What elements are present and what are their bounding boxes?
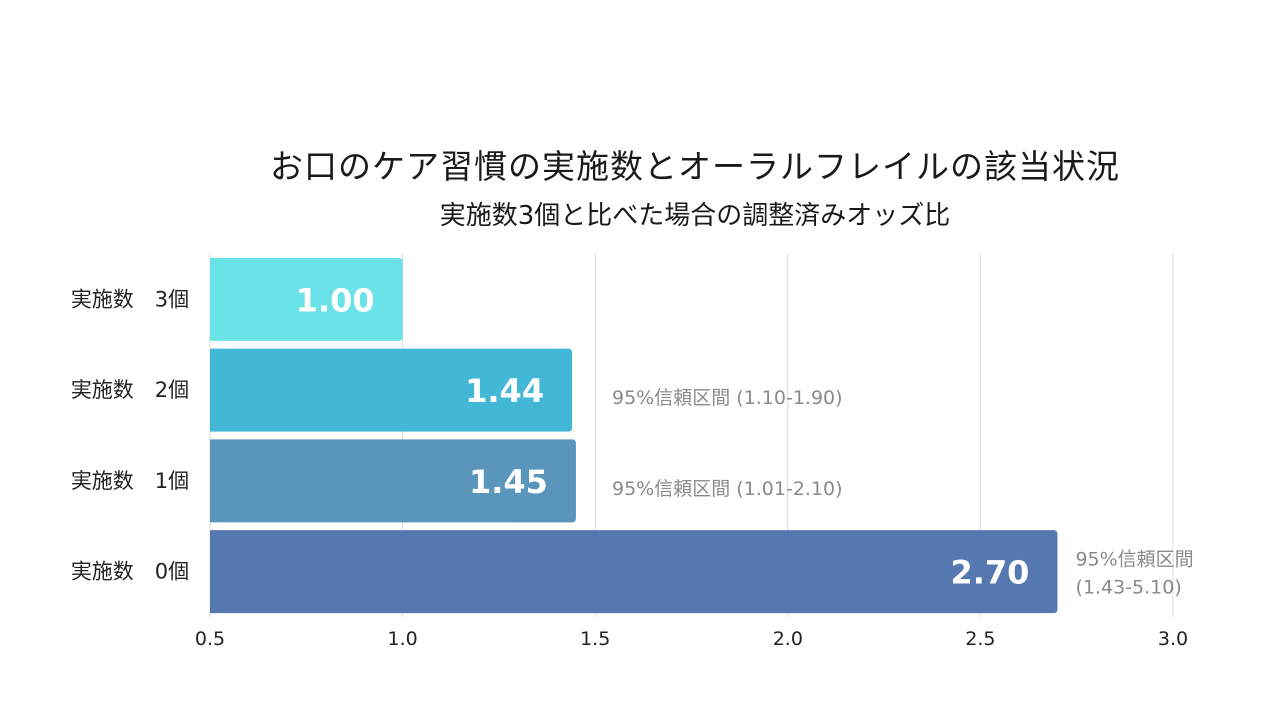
bar xyxy=(210,257,403,341)
x-tick-label: 1.0 xyxy=(387,628,417,650)
category-label: 実施数 1個 xyxy=(71,469,189,493)
bar xyxy=(210,439,576,523)
category-label: 実施数 0個 xyxy=(71,560,189,584)
ci-label: 95%信頼区間 (1.10-1.90) xyxy=(612,387,843,409)
bar-value-label: 2.70 xyxy=(950,554,1029,592)
bars xyxy=(210,257,1058,614)
x-tick-label: 3.0 xyxy=(1158,628,1188,650)
category-label: 実施数 2個 xyxy=(71,378,189,402)
bar xyxy=(210,348,573,432)
x-tick-label: 2.0 xyxy=(773,628,803,650)
x-tick-label: 0.5 xyxy=(195,628,225,650)
bar-value-label: 1.45 xyxy=(469,463,548,501)
ci-label: (1.43-5.10) xyxy=(1075,577,1181,599)
x-tick-label: 2.5 xyxy=(965,628,995,650)
ci-label: 95%信頼区間 (1.01-2.10) xyxy=(612,478,843,500)
labels: 0.5 1.0 1.5 2.0 2.5 3.0 実施数 3個 1.00 実施数 2個 1.44 95… xyxy=(71,281,1194,650)
ci-label: 95%信頼区間 xyxy=(1075,549,1193,571)
category-label: 実施数 3個 xyxy=(71,287,189,311)
bar xyxy=(210,530,1058,614)
chart-subtitle: 実施数3個と比べた場合の調整済みオッズ比 xyxy=(439,201,951,231)
x-tick-label: 1.5 xyxy=(580,628,610,650)
chart-title: お口のケア習慣の実施数とオーラルフレイルの該当状況 xyxy=(270,147,1120,186)
bar-value-label: 1.44 xyxy=(465,372,544,410)
bar-value-label: 1.00 xyxy=(296,281,375,319)
